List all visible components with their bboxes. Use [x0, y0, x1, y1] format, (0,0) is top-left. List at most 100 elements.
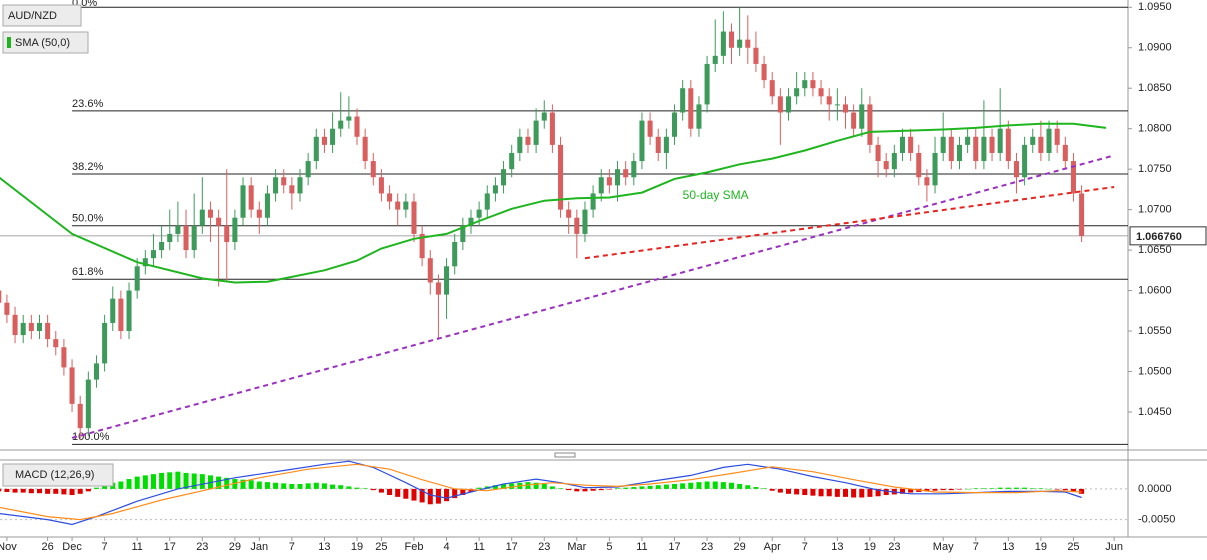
candle-body [85, 379, 91, 429]
legend-label: MACD (12,26,9) [15, 469, 94, 481]
candle-body [541, 112, 547, 121]
candle-body [997, 128, 1003, 153]
fib-label: 100.0% [72, 431, 110, 443]
y-tick-label: 1.0550 [1138, 325, 1172, 337]
macd-bar [1038, 488, 1044, 489]
candle-body [256, 209, 262, 218]
candle-body [1030, 136, 1036, 145]
macd-bar [737, 483, 743, 489]
macd-bar [647, 485, 653, 489]
macd-bar [997, 487, 1003, 489]
candle-body [167, 233, 173, 242]
macd-bar [264, 482, 270, 489]
macd-bar [199, 474, 205, 489]
candle-body [965, 136, 971, 145]
candle-body [916, 152, 922, 178]
panel-splitter[interactable] [554, 452, 576, 458]
macd-bar [940, 488, 946, 491]
macd-bar [834, 488, 840, 497]
macd-bar [566, 488, 572, 491]
x-tick-label: 19 [1035, 541, 1047, 553]
candle-body [207, 209, 213, 218]
macd-bar [965, 488, 971, 490]
macd-bar [468, 488, 474, 492]
x-tick-label: 19 [351, 541, 363, 553]
macd-bar [118, 481, 124, 489]
price-panel: 0.0% 23.6% 38.2% 50.0% 61.8% 100.0% 50-day SMA [0, 0, 1128, 445]
candle-body [77, 403, 83, 429]
candle-body [851, 112, 857, 129]
candle-body [20, 322, 26, 336]
macd-bar [688, 482, 694, 489]
candle-body [859, 104, 865, 129]
candle-body [1070, 161, 1076, 194]
y-tick-label: 1.0650 [1138, 244, 1172, 256]
macd-bar [330, 484, 336, 489]
x-tick-label: 19 [864, 541, 876, 553]
x-tick-label: 23 [538, 541, 550, 553]
candle-body [61, 347, 67, 368]
candle-body [1079, 193, 1085, 236]
macd-bar [378, 488, 384, 493]
candle-body [875, 144, 881, 162]
fib-label: 38.2% [72, 161, 103, 173]
candle-body [639, 120, 645, 162]
candle-body [908, 136, 914, 153]
candle-body [826, 96, 832, 105]
macd-line [0, 460, 1082, 526]
candle-body [354, 116, 360, 137]
candle-body [509, 152, 515, 170]
candle-body [891, 152, 897, 170]
candle-body [655, 136, 661, 153]
y-tick-label: 1.0700 [1138, 204, 1172, 216]
macd-bar [167, 472, 173, 489]
candle-body [558, 144, 564, 210]
macd-bar [948, 488, 954, 491]
candle-body [452, 241, 458, 267]
macd-bar [777, 488, 783, 493]
macd-bar [256, 481, 262, 489]
candle-body [615, 169, 621, 186]
macd-bar [883, 488, 889, 496]
macd-bar [663, 484, 669, 489]
macd-bar [53, 488, 59, 494]
candle-body [525, 136, 531, 145]
macd-bar [191, 473, 197, 489]
candle-body [973, 136, 979, 162]
candle-body [785, 96, 792, 113]
macd-bar [509, 483, 515, 489]
macd-bar [558, 488, 564, 489]
macd-bar [549, 486, 555, 489]
macd-bar [1079, 488, 1085, 494]
x-tick-label: 7 [973, 541, 979, 553]
candle-body [110, 298, 116, 323]
candle-body [834, 104, 840, 106]
x-tick-label: 11 [131, 541, 142, 553]
macd-bar [753, 487, 759, 489]
candle-body [720, 31, 726, 56]
macd-bar [1013, 487, 1019, 489]
macd-bar [370, 488, 376, 491]
x-tick-label: Nov [0, 541, 17, 553]
macd-bar [924, 488, 930, 492]
macd-bar [859, 488, 865, 498]
macd-bar [899, 488, 906, 494]
candle-body [0, 290, 2, 303]
macd-bar [338, 485, 344, 489]
macd-bar [533, 482, 539, 489]
candle-body [134, 266, 140, 291]
y-tick-label: 1.0750 [1138, 163, 1172, 175]
macd-bar [61, 488, 67, 495]
y-tick-label: 1.0850 [1138, 82, 1172, 94]
macd-bar [696, 482, 702, 489]
macd-bar [20, 488, 26, 493]
macd-bar [1070, 488, 1076, 492]
macd-bar [728, 482, 735, 489]
candle-body [224, 225, 230, 242]
candle-body [36, 322, 43, 332]
candle-body [1054, 128, 1060, 145]
macd-bar [126, 479, 132, 489]
macd-bar [0, 488, 2, 492]
macd-bar [932, 488, 938, 491]
macd-bar [419, 488, 425, 503]
